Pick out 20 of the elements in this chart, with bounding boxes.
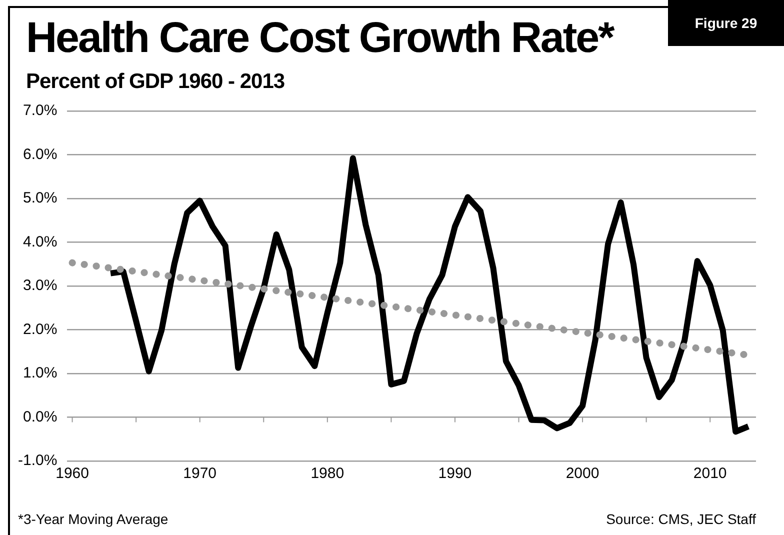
x-tick-label: 1990 [438,465,472,482]
x-tick-label: 2010 [693,465,727,482]
caption: Figure 29 [668,0,784,46]
y-tick-label: 7.0% [22,102,58,120]
chart-title: Health Care Cost Growth Rate* [26,13,614,64]
y-tick-label: 1.0% [22,364,58,382]
y-tick-label: 6.0% [22,146,58,163]
y-tick-label: 3.0% [22,277,58,294]
x-tick-label: 1980 [310,465,344,482]
y-tick-label: 5.0% [22,190,58,207]
x-tick-label: 1970 [183,465,217,482]
source-note: Source: CMS, JEC Staff [606,511,756,527]
x-tick-label: 2000 [566,465,600,482]
chart-subtitle: Percent of GDP 1960 - 2013 [26,70,285,94]
x-tick-label: 1960 [56,465,89,482]
y-tick-label: -1.0% [18,452,58,470]
y-tick-label: 2.0% [22,320,58,338]
y-tick-label: 0.0% [22,408,58,426]
text: *3-Year Moving Average [18,511,168,527]
y-tick-label: 4.0% [22,233,58,250]
